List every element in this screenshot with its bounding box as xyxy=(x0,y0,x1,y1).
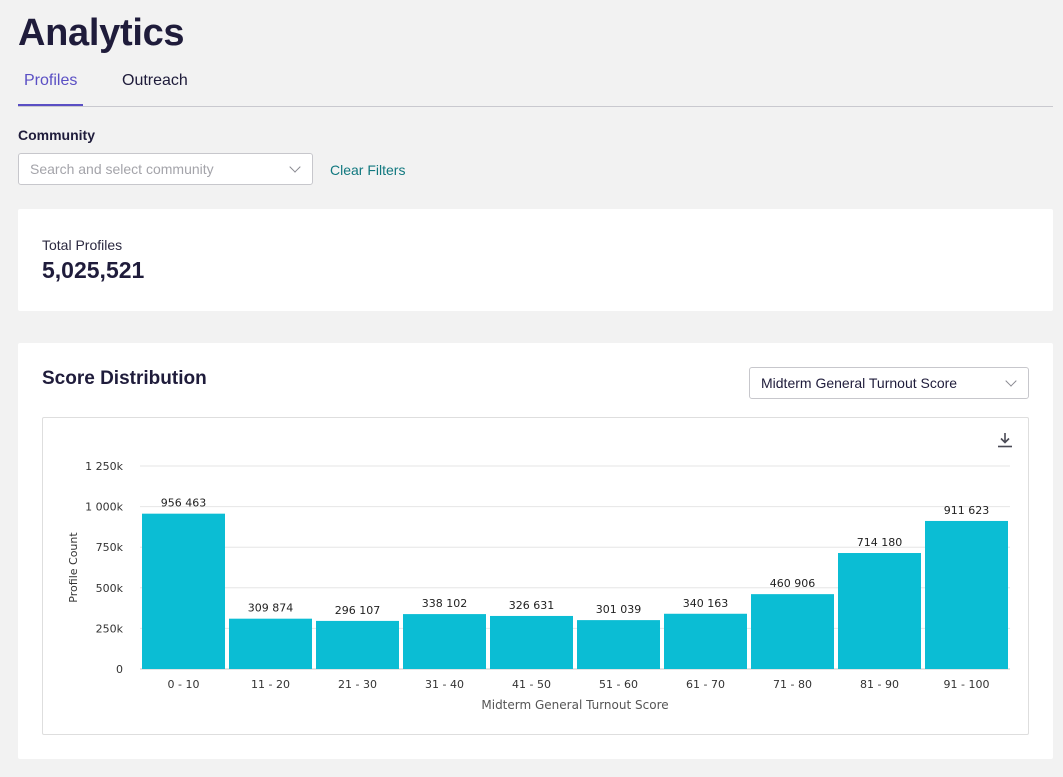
bar xyxy=(142,513,225,669)
x-tick-label: 71 - 80 xyxy=(773,678,812,691)
total-profiles-label: Total Profiles xyxy=(42,237,123,253)
bar-value-label: 338 102 xyxy=(422,597,468,610)
bar xyxy=(664,613,747,669)
bar-value-label: 326 631 xyxy=(509,599,555,612)
score-distribution-card: Score Distribution Midterm General Turno… xyxy=(18,343,1053,759)
bar-value-label: 911 623 xyxy=(944,504,990,517)
bar xyxy=(316,620,399,669)
download-icon[interactable] xyxy=(995,430,1015,450)
bar xyxy=(577,620,660,669)
bar-value-label: 309 874 xyxy=(248,602,294,615)
page-title: Analytics xyxy=(18,12,185,54)
bar xyxy=(838,553,921,669)
y-tick-label: 0 xyxy=(116,663,123,676)
score-distribution-chart: 0 250k 500k 750k 1 000k 1 250k 956 463 0 - 10 30… xyxy=(67,460,1010,712)
tab-bar: Profiles Outreach xyxy=(18,64,1053,107)
bar-value-label: 956 463 xyxy=(161,497,207,510)
y-tick-label: 1 250k xyxy=(85,460,123,473)
bar xyxy=(403,614,486,669)
y-tick-label: 250k xyxy=(96,622,124,635)
bar-value-label: 714 180 xyxy=(857,536,903,549)
y-tick-label: 500k xyxy=(96,582,124,595)
score-distribution-title: Score Distribution xyxy=(42,368,207,389)
x-tick-label: 0 - 10 xyxy=(168,678,200,691)
x-tick-label: 81 - 90 xyxy=(860,678,899,691)
bar xyxy=(925,520,1008,669)
community-select[interactable]: Search and select community xyxy=(18,153,313,185)
x-tick-label: 21 - 30 xyxy=(338,678,377,691)
total-profiles-value: 5,025,521 xyxy=(42,257,145,283)
x-tick-label: 11 - 20 xyxy=(251,678,290,691)
tab-profiles[interactable]: Profiles xyxy=(18,72,84,106)
bar xyxy=(751,594,834,669)
bar xyxy=(490,615,573,669)
total-profiles-card: Total Profiles 5,025,521 xyxy=(18,209,1053,311)
x-tick-label: 91 - 100 xyxy=(944,678,990,691)
community-label: Community xyxy=(18,127,95,143)
score-type-value: Midterm General Turnout Score xyxy=(761,375,958,391)
community-placeholder: Search and select community xyxy=(30,161,214,177)
bar xyxy=(229,618,312,669)
x-tick-label: 31 - 40 xyxy=(425,678,464,691)
tab-outreach[interactable]: Outreach xyxy=(122,72,188,89)
y-tick-label: 1 000k xyxy=(85,501,123,514)
clear-filters-link[interactable]: Clear Filters xyxy=(330,162,406,178)
chevron-down-icon xyxy=(1005,375,1017,387)
y-tick-label: 750k xyxy=(96,541,124,554)
x-tick-label: 51 - 60 xyxy=(599,678,638,691)
chart-container: 0 250k 500k 750k 1 000k 1 250k 956 463 0 - 10 30… xyxy=(42,417,1029,735)
bar-value-label: 296 107 xyxy=(335,604,381,617)
x-axis-label: Midterm General Turnout Score xyxy=(481,698,668,712)
chevron-down-icon xyxy=(289,161,301,173)
bar-value-label: 460 906 xyxy=(770,577,816,590)
x-tick-label: 61 - 70 xyxy=(686,678,725,691)
bar-value-label: 301 039 xyxy=(596,603,642,616)
x-tick-label: 41 - 50 xyxy=(512,678,551,691)
y-axis-label: Profile Count xyxy=(67,532,80,603)
score-type-select[interactable]: Midterm General Turnout Score xyxy=(749,367,1029,399)
bar-value-label: 340 163 xyxy=(683,597,729,610)
